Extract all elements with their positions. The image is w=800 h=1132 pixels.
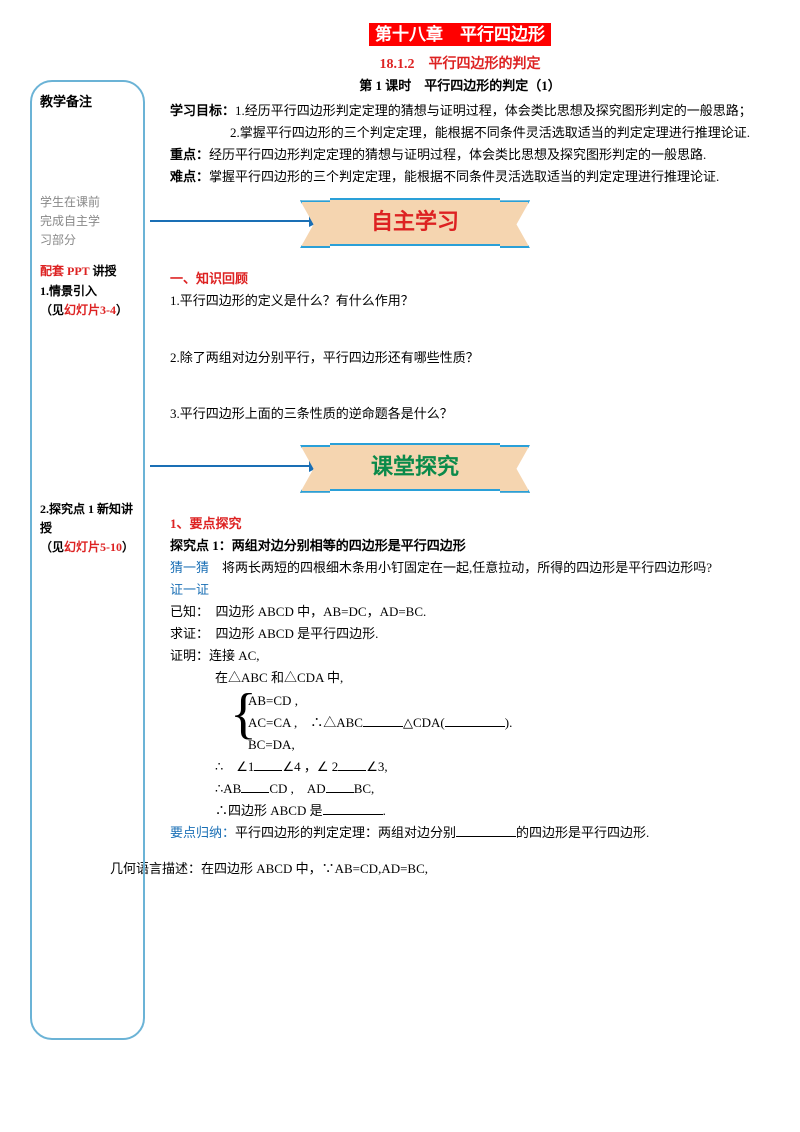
explore-heading: 1、要点探究 [170,513,760,535]
lesson-title: 第 1 课时 平行四边形的判定（1） [160,75,760,94]
proof-in: 在△ABC 和△CDA 中, [170,667,760,689]
geom-language: 几何语言描述：在四边形 ABCD 中，∵AB=CD,AD=BC, [110,858,760,877]
explore-point-1: 探究点 1：两组对边分别相等的四边形是平行四边形 [170,535,760,557]
proof-start: 证明：连接 AC, [170,645,760,667]
question-1: 1.平行四边形的定义是什么？有什么作用？ [170,290,760,312]
ribbon-left-icon [300,200,330,248]
parallel-line: ∴ABCD , ADBC, [170,778,760,800]
blank-reason[interactable] [445,714,505,727]
ribbon-right-icon [500,445,530,493]
section-title: 18.1.2 平行四边形的判定 [160,53,760,73]
prove-label: 证一证 [170,579,760,601]
banner-label-1: 自主学习 [330,198,500,246]
sidebar-item-1: 1.情景引入 （见幻灯片3-4） [40,282,135,320]
difficult-point: 难点：掌握平行四边形的三个判定定理，能根据不同条件灵活选取适当的判定定理进行推理… [170,166,760,188]
brace-line-2: AC=CA , ∴△ABC△CDA(). [248,712,760,734]
sidebar-heading: 教学备注 [40,92,135,113]
main-content: 学习目标：1.经历平行四边形判定定理的猜想与证明过程，体会类比思想及探究图形判定… [170,100,760,844]
blank-congruent[interactable] [363,714,403,727]
chapter-title: 第十八章 平行四边形 [160,20,760,45]
brace-system: { AB=CD , AC=CA , ∴△ABC△CDA(). BC=DA, [230,690,760,756]
banner-explore: 课堂探究 [170,443,760,503]
brace-line-3: BC=DA, [248,734,760,756]
blank-summary[interactable] [456,824,516,837]
brace-icon: { [230,686,257,742]
review-heading: 一、知识回顾 [170,268,760,290]
banner-self-study: 自主学习 [170,198,760,258]
banner-label-2: 课堂探究 [330,443,500,491]
arrow-icon [150,465,320,467]
blank-conclusion[interactable] [323,802,383,815]
sidebar-pre: 学生在课前 完成自主学 习部分 [40,193,135,251]
ribbon-right-icon [500,200,530,248]
given: 已知： 四边形 ABCD 中，AB=DC，AD=BC. [170,601,760,623]
blank-angle-1[interactable] [254,758,282,771]
conclusion-line: ∴四边形 ABCD 是. [170,800,760,822]
blank-angle-2[interactable] [338,758,366,771]
sidebar-notes: 教学备注 学生在课前 完成自主学 习部分 配套 PPT 讲授 1.情景引入 （见… [30,80,145,1040]
guess: 猜一猜 将两长两短的四根细木条用小钉固定在一起,任意拉动，所得的四边形是平行四边… [170,557,760,579]
arrow-icon [150,220,320,222]
sidebar-item-2: 2.探究点 1 新知讲授 （见幻灯片5-10） [40,500,135,558]
sidebar-ppt: 配套 PPT 讲授 [40,262,135,281]
question-2: 2.除了两组对边分别平行，平行四边形还有哪些性质？ [170,347,760,369]
question-3: 3.平行四边形上面的三条性质的逆命题各是什么？ [170,403,760,425]
ribbon-left-icon [300,445,330,493]
goal-2: 2.掌握平行四边形的三个判定定理，能根据不同条件灵活选取适当的判定定理进行推理论… [170,122,760,144]
key-point: 重点：经历平行四边形判定定理的猜想与证明过程，体会类比思想及探究图形判定的一般思… [170,144,760,166]
goals: 学习目标：1.经历平行四边形判定定理的猜想与证明过程，体会类比思想及探究图形判定… [170,100,760,122]
summary: 要点归纳：平行四边形的判定定理：两组对边分别的四边形是平行四边形. [170,822,760,844]
blank-parallel-2[interactable] [326,780,354,793]
to-prove: 求证： 四边形 ABCD 是平行四边形. [170,623,760,645]
brace-line-1: AB=CD , [248,690,760,712]
blank-parallel-1[interactable] [241,780,269,793]
angle-line: ∴ ∠1∠4 ，∠ 2∠3, [170,756,760,778]
chapter-title-text: 第十八章 平行四边形 [369,23,551,46]
